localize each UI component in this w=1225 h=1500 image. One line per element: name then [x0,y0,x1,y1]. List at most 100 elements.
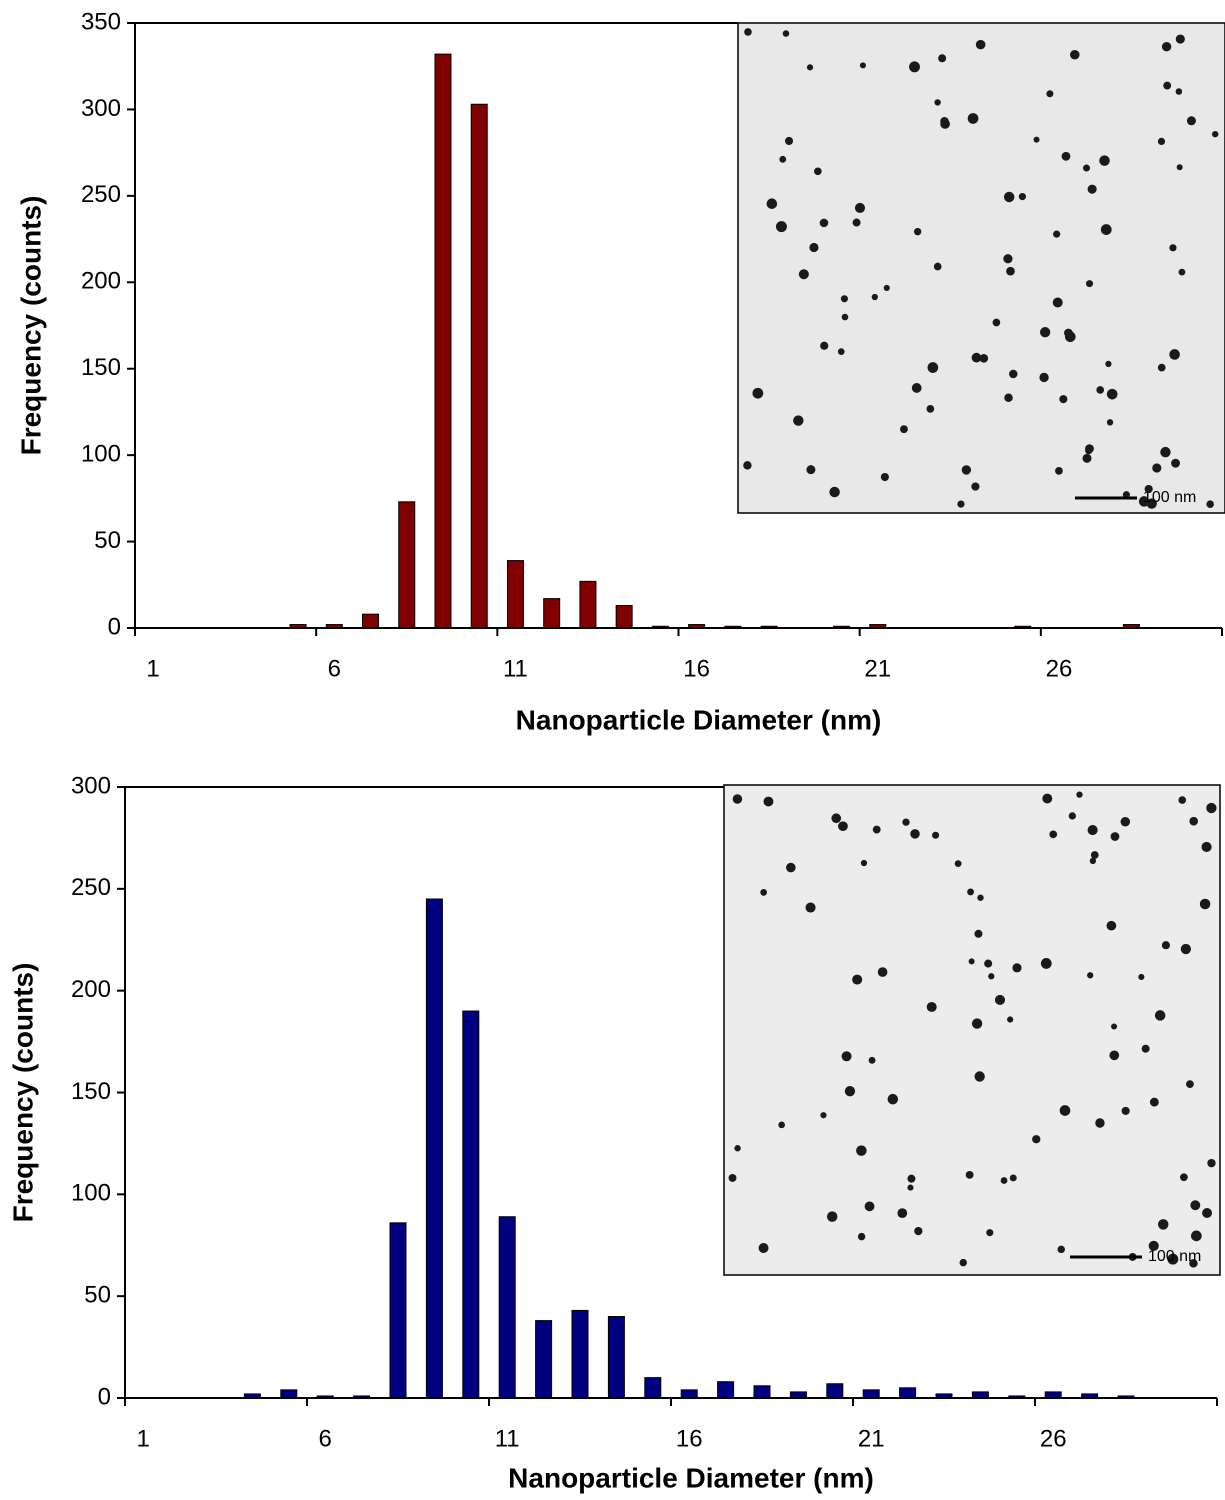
particle [988,973,995,980]
particle [1191,1230,1202,1242]
particle [1082,164,1091,172]
particle [992,318,1001,327]
particle [1003,254,1013,264]
particle [1106,388,1118,400]
particle [940,119,950,129]
particle [871,293,878,301]
y-tick-label: 50 [94,527,121,554]
particle [763,796,774,807]
particle [880,472,889,482]
particle [968,958,975,965]
particle [841,313,849,321]
particle [1180,943,1192,955]
y-tick-label: 300 [71,772,111,799]
particle [840,295,848,303]
particle [926,405,935,413]
particle [1095,1118,1105,1128]
particle [934,99,941,106]
particle [954,860,962,867]
particle [932,831,940,839]
particle [910,829,920,839]
y-tick-label: 0 [108,613,121,640]
particle [852,974,863,985]
x-tick-label: 6 [319,1425,332,1452]
particle [1076,791,1083,798]
particle [1000,1177,1008,1184]
particle [820,341,829,350]
x-tick-label: 26 [1046,655,1073,682]
y-tick-label: 50 [84,1282,111,1309]
particle [844,1086,856,1097]
bar [470,103,488,629]
bar [389,1222,407,1399]
particle [1057,1245,1065,1254]
particle [854,202,866,213]
particle [897,1208,908,1218]
particle [1167,1253,1179,1265]
particle [986,1229,994,1237]
bar [753,1385,771,1399]
particle [1039,372,1049,383]
particle [909,61,920,73]
particle [744,28,752,36]
x-tick-label: 1 [137,1425,150,1452]
particle [1003,191,1015,203]
x-axis-title: Nanoparticle Diameter (nm) [516,704,882,735]
bar [362,613,380,629]
particle [887,1093,899,1105]
particle [961,465,972,475]
particle [1087,825,1098,836]
particle [1169,349,1180,360]
particle [728,1173,737,1182]
particle [820,1112,827,1119]
particle [1186,116,1196,126]
bar [826,1383,844,1399]
particle [1110,832,1120,841]
particle [1149,1097,1159,1107]
particle [1087,972,1094,979]
y-tick-label: 150 [71,1078,111,1105]
particle [900,425,908,434]
particle [1206,802,1217,814]
particle [1059,395,1068,404]
x-tick-label: 21 [858,1425,885,1452]
particle [743,461,752,470]
particle [819,218,829,228]
x-tick-label: 26 [1040,1425,1067,1452]
particle [971,352,982,363]
particle [1148,1240,1159,1251]
particle [1046,90,1054,98]
y-axis-title: Frequency (counts) [15,196,46,456]
particle [913,227,922,236]
bar [571,1309,589,1399]
particle [1006,266,1015,276]
particle [1169,244,1177,252]
x-axis-title: Nanoparticle Diameter (nm) [508,1462,874,1493]
bar [717,1381,735,1399]
particle [793,415,804,426]
inset-image [737,22,1225,514]
particle [1186,1080,1194,1088]
particle [1201,841,1212,853]
particle [971,482,980,491]
bar [506,560,524,629]
particle [1163,81,1172,90]
x-tick-label: 11 [503,655,528,682]
particle [1039,327,1051,338]
particle [784,136,794,146]
particle [1171,458,1180,468]
particle [1096,386,1105,394]
particle [984,959,993,968]
particle [1106,419,1114,426]
particle [1154,1010,1166,1021]
particle [760,888,768,896]
particle [977,894,984,901]
particle [1178,796,1187,804]
particle [1012,963,1022,973]
particle [1085,447,1093,455]
particle [1178,268,1186,276]
particle [1089,857,1097,865]
particle [798,269,809,280]
particle [732,794,743,804]
particle [1180,1173,1188,1182]
